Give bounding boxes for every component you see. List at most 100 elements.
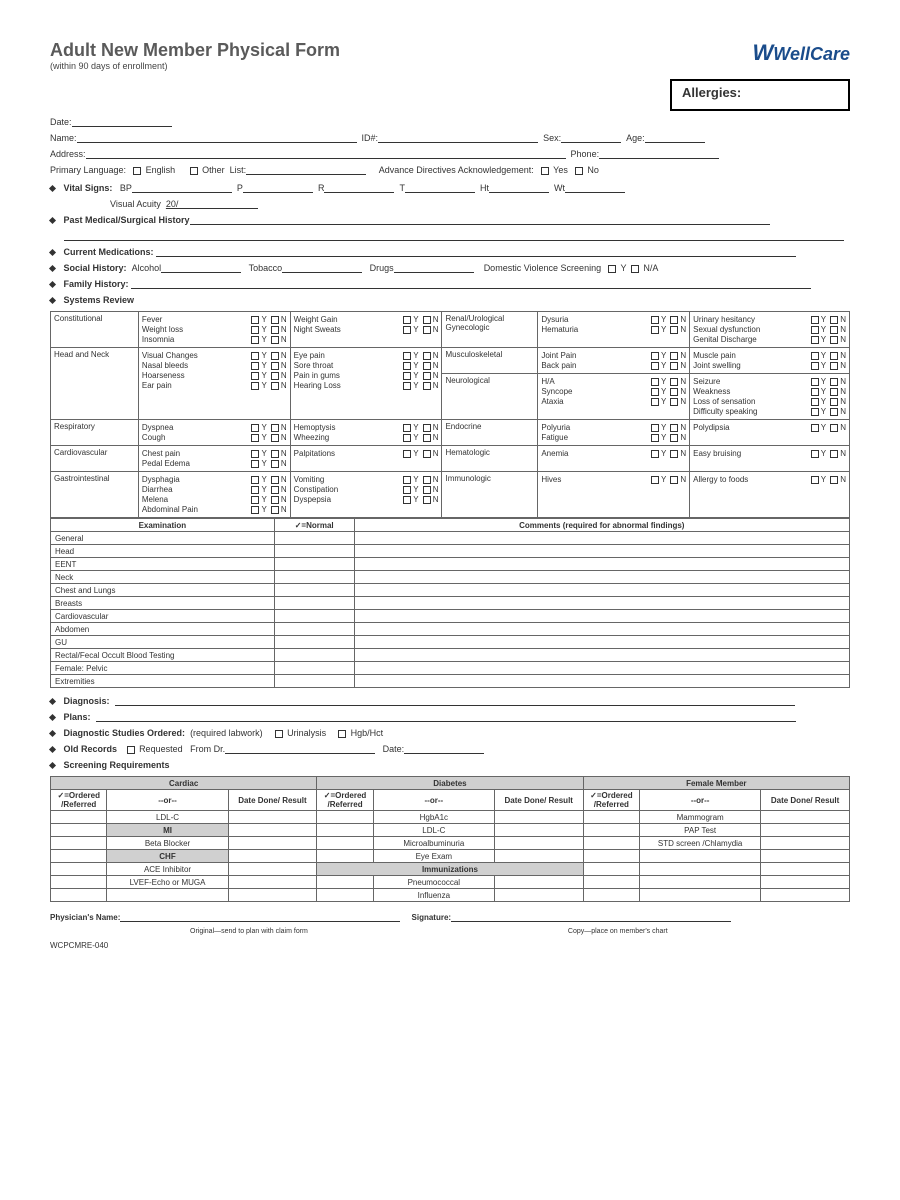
requested-checkbox[interactable] xyxy=(127,746,135,754)
y-checkbox[interactable] xyxy=(251,382,259,390)
n-checkbox[interactable] xyxy=(271,450,279,458)
female-date-cell[interactable] xyxy=(761,837,850,850)
sex-field[interactable] xyxy=(561,133,621,143)
n-checkbox[interactable] xyxy=(423,352,431,360)
n-checkbox[interactable] xyxy=(271,316,279,324)
n-checkbox[interactable] xyxy=(423,486,431,494)
y-checkbox[interactable] xyxy=(251,316,259,324)
dvs-na-checkbox[interactable] xyxy=(631,265,639,273)
female-ordered-cell[interactable] xyxy=(583,850,639,863)
exam-comments-cell[interactable] xyxy=(354,558,849,571)
y-checkbox[interactable] xyxy=(251,496,259,504)
n-checkbox[interactable] xyxy=(423,496,431,504)
n-checkbox[interactable] xyxy=(830,362,838,370)
cardiac-date-cell[interactable] xyxy=(228,837,317,850)
y-checkbox[interactable] xyxy=(251,434,259,442)
p-field[interactable] xyxy=(243,183,313,193)
current-meds-field[interactable] xyxy=(156,247,796,257)
female-ordered-cell[interactable] xyxy=(583,837,639,850)
y-checkbox[interactable] xyxy=(403,424,411,432)
exam-normal-cell[interactable] xyxy=(274,675,354,688)
past-medical-field2[interactable] xyxy=(64,231,844,241)
n-checkbox[interactable] xyxy=(271,424,279,432)
n-checkbox[interactable] xyxy=(670,326,678,334)
n-checkbox[interactable] xyxy=(670,378,678,386)
exam-comments-cell[interactable] xyxy=(354,675,849,688)
cardiac-date-cell[interactable] xyxy=(228,863,317,876)
female-date-cell[interactable] xyxy=(761,863,850,876)
past-medical-field[interactable] xyxy=(190,215,770,225)
signature-field[interactable] xyxy=(451,912,731,922)
n-checkbox[interactable] xyxy=(423,434,431,442)
n-checkbox[interactable] xyxy=(830,408,838,416)
n-checkbox[interactable] xyxy=(830,336,838,344)
y-checkbox[interactable] xyxy=(403,496,411,504)
y-checkbox[interactable] xyxy=(811,378,819,386)
cardiac-ordered-cell[interactable] xyxy=(51,811,107,824)
n-checkbox[interactable] xyxy=(670,362,678,370)
n-checkbox[interactable] xyxy=(271,434,279,442)
n-checkbox[interactable] xyxy=(423,424,431,432)
y-checkbox[interactable] xyxy=(651,388,659,396)
tobacco-field[interactable] xyxy=(282,263,362,273)
y-checkbox[interactable] xyxy=(811,388,819,396)
english-checkbox[interactable] xyxy=(133,167,141,175)
urinalysis-checkbox[interactable] xyxy=(275,730,283,738)
va-field[interactable] xyxy=(178,199,258,209)
n-checkbox[interactable] xyxy=(670,434,678,442)
n-checkbox[interactable] xyxy=(271,372,279,380)
cardiac-ordered-cell[interactable] xyxy=(51,889,107,902)
cardiac-date-cell[interactable] xyxy=(228,850,317,863)
t-field[interactable] xyxy=(405,183,475,193)
diabetes-ordered-cell[interactable] xyxy=(317,837,373,850)
dvs-y-checkbox[interactable] xyxy=(608,265,616,273)
y-checkbox[interactable] xyxy=(811,316,819,324)
address-field[interactable] xyxy=(86,149,566,159)
y-checkbox[interactable] xyxy=(251,362,259,370)
n-checkbox[interactable] xyxy=(830,398,838,406)
n-checkbox[interactable] xyxy=(670,450,678,458)
diabetes-date-cell[interactable] xyxy=(494,850,583,863)
n-checkbox[interactable] xyxy=(271,336,279,344)
cardiac-date-cell[interactable] xyxy=(228,889,317,902)
n-checkbox[interactable] xyxy=(670,476,678,484)
y-checkbox[interactable] xyxy=(651,378,659,386)
y-checkbox[interactable] xyxy=(251,476,259,484)
diabetes-date-cell[interactable] xyxy=(494,889,583,902)
n-checkbox[interactable] xyxy=(830,326,838,334)
diabetes-date-cell[interactable] xyxy=(494,876,583,889)
family-field[interactable] xyxy=(131,279,811,289)
y-checkbox[interactable] xyxy=(811,408,819,416)
y-checkbox[interactable] xyxy=(403,450,411,458)
y-checkbox[interactable] xyxy=(403,372,411,380)
y-checkbox[interactable] xyxy=(651,424,659,432)
adv-no-checkbox[interactable] xyxy=(575,167,583,175)
diabetes-ordered-cell[interactable] xyxy=(317,811,373,824)
y-checkbox[interactable] xyxy=(403,316,411,324)
female-date-cell[interactable] xyxy=(761,850,850,863)
female-ordered-cell[interactable] xyxy=(583,876,639,889)
exam-normal-cell[interactable] xyxy=(274,545,354,558)
n-checkbox[interactable] xyxy=(423,450,431,458)
n-checkbox[interactable] xyxy=(670,424,678,432)
y-checkbox[interactable] xyxy=(251,486,259,494)
diabetes-ordered-cell[interactable] xyxy=(317,876,373,889)
y-checkbox[interactable] xyxy=(651,450,659,458)
wt-field[interactable] xyxy=(565,183,625,193)
n-checkbox[interactable] xyxy=(830,388,838,396)
y-checkbox[interactable] xyxy=(651,362,659,370)
exam-comments-cell[interactable] xyxy=(354,597,849,610)
female-ordered-cell[interactable] xyxy=(583,863,639,876)
diabetes-ordered-cell[interactable] xyxy=(317,889,373,902)
exam-comments-cell[interactable] xyxy=(354,532,849,545)
diagnosis-field[interactable] xyxy=(115,696,795,706)
diabetes-date-cell[interactable] xyxy=(494,824,583,837)
exam-comments-cell[interactable] xyxy=(354,610,849,623)
exam-comments-cell[interactable] xyxy=(354,649,849,662)
exam-normal-cell[interactable] xyxy=(274,623,354,636)
cardiac-ordered-cell[interactable] xyxy=(51,863,107,876)
diabetes-ordered-cell[interactable] xyxy=(317,850,373,863)
old-date-field[interactable] xyxy=(404,744,484,754)
y-checkbox[interactable] xyxy=(403,326,411,334)
cardiac-date-cell[interactable] xyxy=(228,876,317,889)
